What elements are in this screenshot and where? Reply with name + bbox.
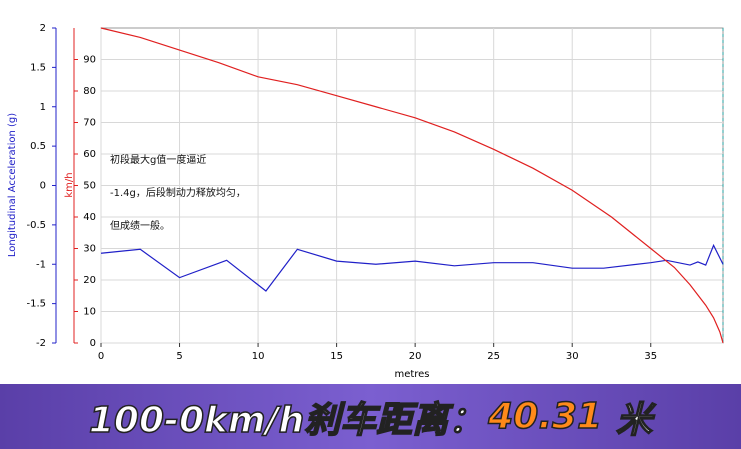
series-line [100, 243, 724, 292]
y-tick-label: -2 [36, 338, 46, 349]
y2-tick-label: 30 [83, 244, 96, 255]
x-tick-label: 5 [176, 351, 182, 362]
annotation-line: 初段最大g值一度逼近 [110, 153, 206, 166]
y-tick-label: -1 [36, 259, 46, 270]
x-axis-label: metres [394, 369, 429, 380]
y-tick-label: 2 [40, 23, 46, 34]
banner-prefix: 100-0km/h刹车距离： [88, 399, 485, 442]
y2-tick-label: 90 [83, 55, 96, 66]
annotation-line: 但成绩一般。 [110, 219, 170, 232]
x-tick-label: 20 [409, 351, 422, 362]
y2-tick-label: 70 [83, 118, 96, 129]
y-tick-label: -0.5 [26, 220, 46, 231]
banner-unit: 米 [615, 399, 653, 442]
y-axis-label: Longitudinal Acceleration (g) [7, 113, 18, 257]
x-tick-label: 0 [98, 351, 104, 362]
y2-tick-label: 10 [83, 307, 96, 318]
chart: metres Longitudinal Acceleration (g) km/… [7, 23, 724, 380]
y2-tick-label: 20 [83, 275, 96, 286]
y-tick-label: 0 [40, 181, 46, 192]
y2-tick-label: 60 [83, 149, 96, 160]
y2-tick-label: 0 [90, 338, 96, 349]
series-line [100, 27, 724, 344]
y2-tick-label: 50 [83, 181, 96, 192]
banner-value: 40.31 [487, 395, 603, 438]
x-tick-label: 25 [487, 351, 500, 362]
y2-axis-label: km/h [64, 172, 75, 197]
annotation-line: -1.4g，后段制动力释放均匀， [110, 186, 246, 199]
y-tick-label: 1.5 [30, 62, 46, 73]
banner: 100-0km/h刹车距离： 40.31 米 [0, 384, 741, 449]
y2-tick-label: 40 [83, 212, 96, 223]
y-tick-label: -1.5 [26, 299, 46, 310]
y-tick-label: 0.5 [30, 141, 46, 152]
y-tick-label: 1 [40, 102, 46, 113]
y2-tick-label: 80 [83, 86, 96, 97]
x-tick-label: 35 [644, 351, 657, 362]
annotation: 初段最大g值一度逼近 -1.4g，后段制动力释放均匀， 但成绩一般。 [110, 153, 246, 232]
x-tick-label: 10 [252, 351, 265, 362]
x-tick-label: 30 [566, 351, 579, 362]
x-tick-label: 15 [330, 351, 343, 362]
